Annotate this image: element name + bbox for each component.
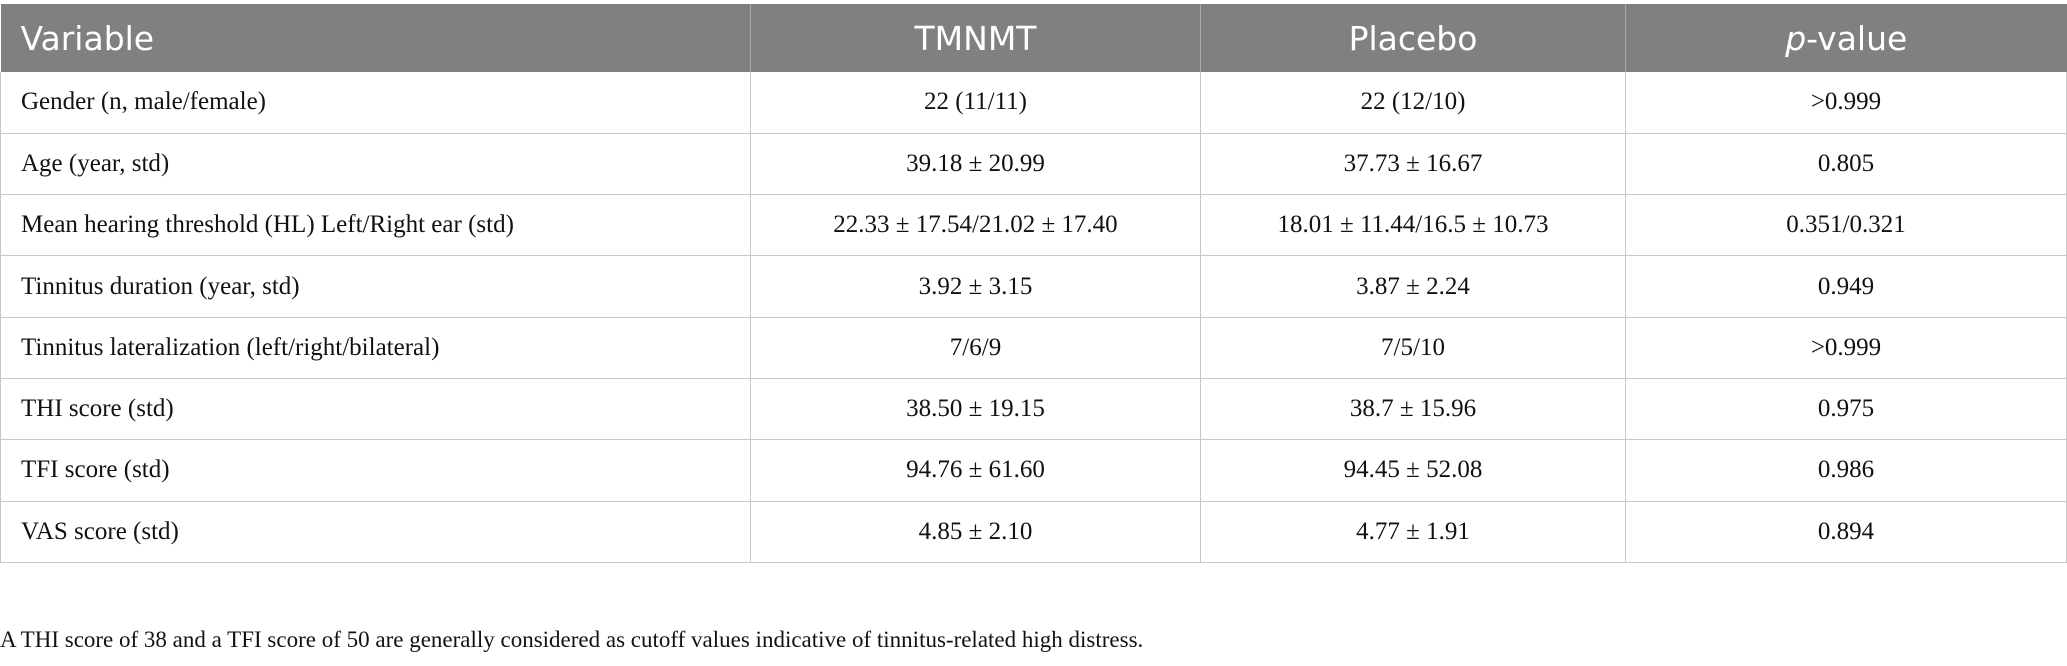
cell-placebo: 4.77 ± 1.91 [1200,501,1626,563]
cell-placebo: 37.73 ± 16.67 [1200,133,1626,196]
cell-tmnmt: 4.85 ± 2.10 [750,501,1201,563]
table-row: Tinnitus duration (year, std) 3.92 ± 3.1… [0,255,2067,318]
header-variable: Variable [0,4,751,72]
cell-pvalue: 0.949 [1625,255,2067,318]
cell-variable: Tinnitus duration (year, std) [0,255,751,318]
cell-pvalue: 0.351/0.321 [1625,194,2067,257]
table-row: Age (year, std) 39.18 ± 20.99 37.73 ± 16… [0,133,2067,196]
cell-variable: THI score (std) [0,378,751,441]
cell-placebo: 7/5/10 [1200,317,1626,379]
header-placebo: Placebo [1200,4,1626,72]
cell-tmnmt: 39.18 ± 20.99 [750,133,1201,196]
table-row: Tinnitus lateralization (left/right/bila… [0,317,2067,379]
header-tmnmt: TMNMT [750,4,1201,72]
cell-variable: Age (year, std) [0,133,751,196]
cell-pvalue: >0.999 [1625,72,2067,134]
cell-pvalue: 0.805 [1625,133,2067,196]
cell-placebo: 22 (12/10) [1200,72,1626,134]
cell-pvalue: 0.975 [1625,378,2067,441]
cell-pvalue: 0.894 [1625,501,2067,563]
cell-tmnmt: 22.33 ± 17.54/21.02 ± 17.40 [750,194,1201,257]
baseline-characteristics-table-container: Variable TMNMT Placebo p-value Gender (n… [0,4,2067,563]
table-header: Variable TMNMT Placebo p-value [0,4,2067,72]
header-pvalue: p-value [1626,4,2067,72]
cell-tmnmt: 7/6/9 [750,317,1201,379]
table-footnote: A THI score of 38 and a TFI score of 50 … [0,627,1144,652]
cell-variable: Gender (n, male/female) [0,72,751,134]
table-body: Gender (n, male/female) 22 (11/11) 22 (1… [0,72,2067,563]
cell-tmnmt: 94.76 ± 61.60 [750,439,1201,502]
cell-placebo: 38.7 ± 15.96 [1200,378,1626,441]
cell-variable: VAS score (std) [0,501,751,563]
header-pvalue-italic: p [1785,18,1807,58]
cell-tmnmt: 3.92 ± 3.15 [750,255,1201,318]
cell-variable: Mean hearing threshold (HL) Left/Right e… [0,194,751,257]
cell-placebo: 94.45 ± 52.08 [1200,439,1626,502]
cell-tmnmt: 38.50 ± 19.15 [750,378,1201,441]
cell-pvalue: 0.986 [1625,439,2067,502]
table-row: TFI score (std) 94.76 ± 61.60 94.45 ± 52… [0,439,2067,502]
header-row: Variable TMNMT Placebo p-value [0,4,2067,72]
table-row: Gender (n, male/female) 22 (11/11) 22 (1… [0,72,2067,134]
table-row: Mean hearing threshold (HL) Left/Right e… [0,194,2067,257]
cell-variable: TFI score (std) [0,439,751,502]
table-row: THI score (std) 38.50 ± 19.15 38.7 ± 15.… [0,378,2067,441]
cell-placebo: 18.01 ± 11.44/16.5 ± 10.73 [1200,194,1626,257]
cell-placebo: 3.87 ± 2.24 [1200,255,1626,318]
cell-tmnmt: 22 (11/11) [750,72,1201,134]
cell-variable: Tinnitus lateralization (left/right/bila… [0,317,751,379]
table-row: VAS score (std) 4.85 ± 2.10 4.77 ± 1.91 … [0,501,2067,563]
header-pvalue-rest: -value [1806,18,1908,58]
baseline-characteristics-table: Variable TMNMT Placebo p-value Gender (n… [0,4,2067,563]
cell-pvalue: >0.999 [1625,317,2067,379]
